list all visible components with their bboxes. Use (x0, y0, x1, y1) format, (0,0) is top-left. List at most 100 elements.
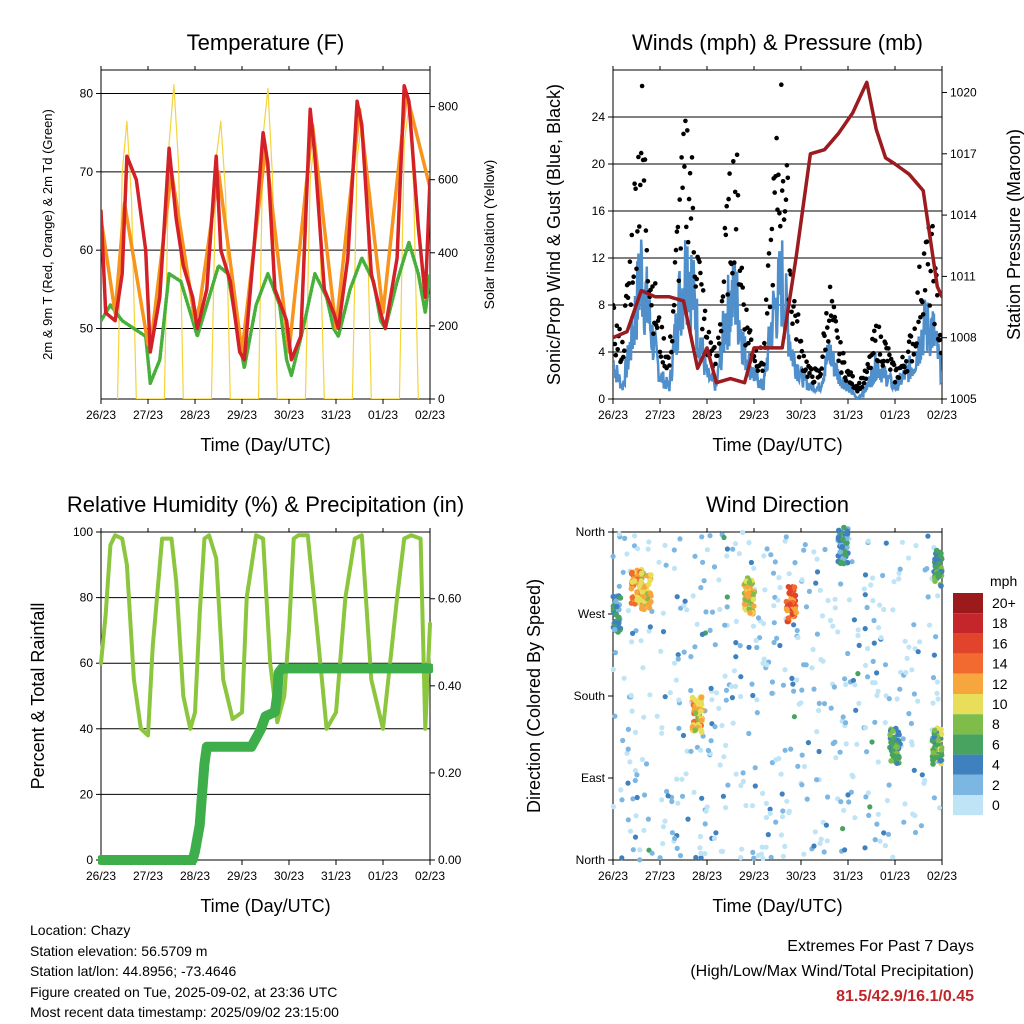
series-gust (613, 82, 942, 394)
gust-point (904, 368, 910, 374)
gust-point (888, 367, 893, 372)
direction-point (634, 589, 640, 595)
direction-point (802, 542, 808, 548)
gust-point (724, 203, 729, 209)
direction-point (911, 767, 917, 773)
direction-point (723, 805, 729, 811)
gust-point (657, 349, 663, 355)
direction-point (899, 539, 906, 545)
direction-point (683, 771, 689, 777)
gust-point (811, 379, 817, 385)
x-tick-label: 02/23 (415, 869, 445, 883)
x-tick-label: 02/23 (927, 869, 957, 883)
direction-point (688, 654, 694, 660)
direction-point (862, 845, 868, 851)
direction-point (699, 795, 705, 801)
direction-point (638, 570, 645, 576)
direction-point (839, 544, 845, 550)
direction-point (783, 534, 789, 540)
gust-point (653, 281, 658, 286)
gust-point (613, 305, 617, 311)
direction-point (856, 642, 862, 649)
direction-point (814, 631, 821, 637)
direction-point (699, 631, 706, 638)
direction-point (720, 848, 726, 855)
direction-point (902, 801, 908, 807)
chart-wind-direction: North East South West North 26/23 27/23 28/23 29… (524, 492, 1017, 916)
direction-point (933, 547, 940, 554)
y2-tick-label: 600 (438, 173, 458, 187)
direction-point (635, 546, 641, 552)
y-tick-label: 50 (80, 322, 94, 336)
direction-point (868, 582, 874, 588)
direction-point (793, 609, 799, 616)
direction-point (684, 607, 690, 613)
x-tick-label: 27/23 (645, 408, 675, 422)
gust-point (902, 364, 907, 370)
gust-point (726, 196, 731, 202)
direction-point (656, 559, 662, 565)
direction-point (869, 739, 875, 745)
direction-point (779, 791, 785, 797)
gust-point (641, 178, 647, 183)
direction-point (759, 844, 765, 850)
direction-point (909, 742, 915, 748)
plot-frame (612, 69, 943, 400)
direction-point (620, 569, 626, 575)
gust-point (670, 309, 676, 314)
station-info: Location: Chazy Station elevation: 56.57… (30, 920, 339, 1023)
legend-label: 6 (992, 736, 1000, 752)
gust-point (613, 352, 619, 358)
direction-point (612, 713, 618, 719)
gust-point (621, 354, 626, 360)
direction-point (791, 688, 797, 694)
direction-point (667, 690, 673, 696)
gust-point (871, 351, 876, 356)
direction-point (806, 588, 813, 595)
direction-point (722, 622, 728, 628)
direction-point (778, 832, 785, 838)
gust-point (818, 371, 823, 377)
direction-point (610, 666, 616, 673)
direction-point (777, 584, 783, 591)
gust-point (636, 154, 641, 160)
direction-point (629, 639, 635, 645)
direction-point (938, 752, 945, 758)
gust-point (810, 374, 815, 380)
direction-point (814, 777, 820, 783)
direction-point (896, 570, 902, 576)
direction-point (717, 762, 723, 768)
gust-point (634, 266, 639, 272)
gust-point (924, 239, 930, 244)
y2-tick-label: 200 (438, 319, 458, 333)
direction-point (736, 551, 742, 557)
direction-point (638, 578, 645, 584)
direction-point (698, 694, 705, 701)
gust-point (765, 263, 771, 268)
gust-point (720, 294, 726, 299)
direction-point (915, 649, 921, 655)
direction-point (675, 652, 681, 658)
gust-point (928, 268, 933, 274)
y-tick-label: North (576, 525, 605, 539)
gust-point (620, 339, 625, 345)
direction-point (641, 827, 647, 833)
direction-point (721, 534, 727, 541)
direction-point (878, 635, 884, 641)
direction-point (625, 780, 631, 786)
direction-point (821, 849, 827, 855)
gust-point (762, 340, 767, 346)
direction-point (811, 549, 817, 555)
direction-point (772, 559, 778, 565)
direction-point (628, 692, 634, 699)
direction-point (792, 592, 799, 599)
gust-point (896, 375, 902, 381)
gust-point (837, 351, 842, 357)
direction-point (646, 628, 652, 634)
direction-point (846, 597, 853, 603)
direction-point (658, 648, 664, 654)
gust-point (905, 349, 911, 355)
legend-label: 20+ (992, 595, 1016, 611)
station-location: Location: Chazy (30, 922, 131, 938)
gust-point (697, 259, 702, 265)
